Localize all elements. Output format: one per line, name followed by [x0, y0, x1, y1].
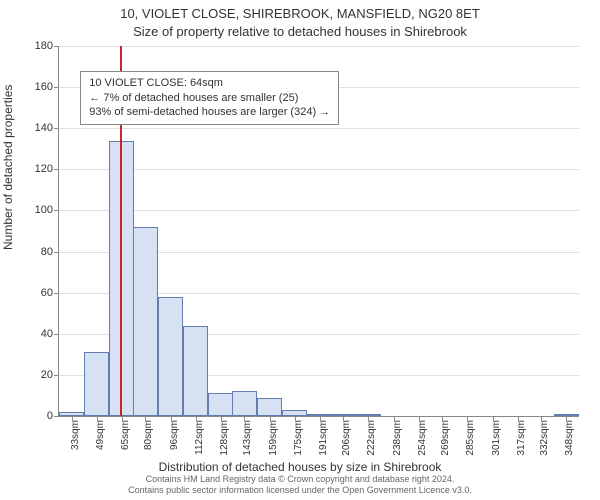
annotation-box: 10 VIOLET CLOSE: 64sqm ← 7% of detached … [80, 71, 339, 126]
x-tick-label: 348sqm [564, 420, 575, 456]
x-tick-label: 238sqm [392, 420, 403, 456]
y-tick-label: 120 [35, 163, 53, 175]
x-tick-label: 112sqm [194, 420, 205, 455]
y-tick-label: 20 [41, 369, 53, 381]
histogram-bar [133, 227, 158, 416]
x-tick-label: 191sqm [318, 420, 329, 456]
footer-line-1: Contains HM Land Registry data © Crown c… [0, 474, 600, 485]
x-tick-label: 317sqm [516, 420, 527, 456]
y-tick-mark [54, 375, 59, 376]
y-tick-mark [54, 128, 59, 129]
y-tick-label: 160 [35, 81, 53, 93]
x-tick-label: 269sqm [440, 420, 451, 456]
x-tick-label: 206sqm [341, 420, 352, 456]
x-tick-label: 65sqm [120, 420, 131, 450]
x-tick-label: 175sqm [293, 420, 304, 456]
y-tick-mark [54, 87, 59, 88]
gridline [59, 128, 579, 129]
y-tick-label: 140 [35, 122, 53, 134]
x-tick-label: 222sqm [366, 420, 377, 456]
y-tick-label: 0 [47, 410, 53, 422]
x-tick-label: 80sqm [143, 420, 154, 450]
y-tick-label: 80 [41, 246, 53, 258]
gridline [59, 210, 579, 211]
x-tick-label: 49sqm [95, 420, 106, 450]
x-tick-label: 254sqm [417, 420, 428, 456]
y-tick-mark [54, 252, 59, 253]
y-tick-mark [54, 334, 59, 335]
x-tick-label: 285sqm [465, 420, 476, 456]
x-tick-label: 33sqm [70, 420, 81, 450]
histogram-bar [208, 393, 233, 416]
x-tick-label: 96sqm [169, 420, 180, 450]
footer-line-2: Contains public sector information licen… [0, 485, 600, 496]
chart-title: 10, VIOLET CLOSE, SHIREBROOK, MANSFIELD,… [0, 6, 600, 21]
annotation-line-1: 10 VIOLET CLOSE: 64sqm [89, 76, 330, 91]
y-tick-label: 60 [41, 287, 53, 299]
x-axis-label: Distribution of detached houses by size … [0, 460, 600, 474]
footer-attribution: Contains HM Land Registry data © Crown c… [0, 474, 600, 496]
x-tick-label: 128sqm [219, 420, 230, 456]
plot-area: 10 VIOLET CLOSE: 64sqm ← 7% of detached … [58, 46, 579, 417]
y-axis-label: Number of detached properties [1, 85, 15, 250]
y-tick-mark [54, 416, 59, 417]
gridline [59, 46, 579, 47]
y-tick-mark [54, 46, 59, 47]
x-tick-label: 301sqm [491, 420, 502, 456]
gridline [59, 169, 579, 170]
x-tick-label: 159sqm [268, 420, 279, 456]
y-tick-label: 180 [35, 40, 53, 52]
histogram-bar [183, 326, 208, 416]
y-tick-label: 40 [41, 328, 53, 340]
y-tick-label: 100 [35, 204, 53, 216]
histogram-bar [232, 391, 257, 416]
annotation-line-3: 93% of semi-detached houses are larger (… [89, 105, 330, 120]
histogram-bar [257, 398, 282, 417]
x-tick-label: 143sqm [242, 420, 253, 456]
y-tick-mark [54, 293, 59, 294]
chart-subtitle: Size of property relative to detached ho… [0, 24, 600, 39]
x-tick-label: 332sqm [539, 420, 550, 456]
histogram-bar [158, 297, 183, 416]
histogram-bar [84, 352, 109, 416]
annotation-line-2: ← 7% of detached houses are smaller (25) [89, 91, 330, 106]
y-tick-mark [54, 169, 59, 170]
y-tick-mark [54, 210, 59, 211]
